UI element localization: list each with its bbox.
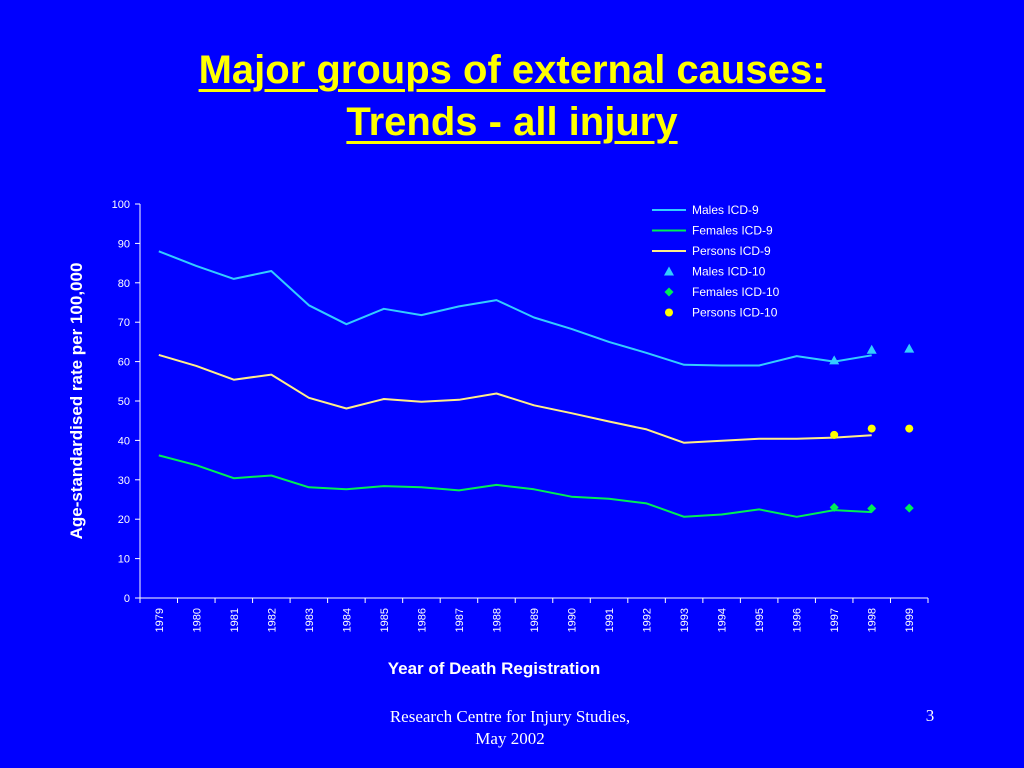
legend-swatch bbox=[664, 287, 674, 297]
legend-label: Males ICD-10 bbox=[692, 265, 766, 279]
data-point-females-icd-10 bbox=[829, 502, 839, 512]
legend-swatch bbox=[665, 308, 673, 317]
x-tick-label: 1986 bbox=[416, 608, 428, 632]
data-point-males-icd-10 bbox=[904, 343, 915, 353]
y-tick-label: 0 bbox=[124, 593, 130, 605]
y-tick-label: 40 bbox=[118, 435, 130, 447]
legend-swatch bbox=[664, 266, 674, 276]
legend-label: Persons ICD-10 bbox=[692, 306, 778, 320]
y-tick-label: 20 bbox=[118, 514, 130, 526]
x-tick-label: 1997 bbox=[829, 608, 841, 632]
x-tick-label: 1998 bbox=[867, 608, 879, 632]
y-axis-title: Age-standardised rate per 100,000 bbox=[67, 263, 86, 540]
x-tick-label: 1989 bbox=[529, 608, 541, 632]
series-line-males-icd-9 bbox=[158, 250, 872, 367]
x-tick-label: 1990 bbox=[567, 608, 579, 632]
series-line-persons-icd-9 bbox=[158, 353, 872, 444]
series-line-females-icd-9 bbox=[158, 454, 872, 518]
y-tick-label: 60 bbox=[118, 357, 130, 369]
data-point-persons-icd-10 bbox=[830, 430, 839, 439]
x-tick-label: 1980 bbox=[191, 608, 203, 632]
x-tick-label: 1993 bbox=[679, 608, 691, 632]
y-tick-label: 80 bbox=[118, 278, 130, 290]
footer-line-1: Research Centre for Injury Studies, bbox=[389, 707, 631, 726]
title-line-2: Trends - all injury bbox=[346, 100, 678, 144]
x-tick-label: 1992 bbox=[642, 608, 654, 632]
x-tick-label: 1983 bbox=[304, 608, 316, 632]
x-tick-label: 1981 bbox=[229, 608, 241, 632]
x-tick-label: 1987 bbox=[454, 608, 466, 632]
data-point-males-icd-10 bbox=[866, 344, 877, 354]
legend-label: Females ICD-10 bbox=[692, 285, 780, 299]
x-tick-label: 1988 bbox=[491, 608, 503, 632]
data-point-females-icd-10 bbox=[904, 503, 914, 513]
x-tick-label: 1991 bbox=[604, 608, 616, 632]
y-tick-label: 100 bbox=[112, 199, 130, 211]
y-tick-label: 30 bbox=[118, 475, 130, 487]
x-tick-label: 1995 bbox=[754, 608, 766, 632]
footer-line-2: May 2002 bbox=[475, 729, 545, 748]
x-axis-title: Year of Death Registration bbox=[388, 659, 601, 678]
x-tick-label: 1985 bbox=[379, 608, 391, 632]
x-tick-label: 1979 bbox=[154, 608, 166, 632]
x-tick-label: 1982 bbox=[266, 608, 278, 632]
title-line-1: Major groups of external causes: bbox=[198, 48, 826, 92]
page-number: 3 bbox=[925, 706, 935, 725]
x-tick-label: 1984 bbox=[341, 608, 353, 632]
legend-label: Females ICD-9 bbox=[692, 224, 773, 238]
data-point-females-icd-10 bbox=[867, 504, 877, 514]
y-tick-label: 90 bbox=[118, 238, 130, 250]
x-tick-label: 1996 bbox=[792, 608, 804, 632]
legend-label: Males ICD-9 bbox=[692, 203, 759, 217]
data-point-persons-icd-10 bbox=[905, 424, 914, 433]
y-tick-label: 10 bbox=[118, 554, 130, 566]
data-point-males-icd-10 bbox=[829, 355, 840, 365]
y-tick-label: 70 bbox=[118, 317, 130, 329]
x-tick-label: 1999 bbox=[904, 608, 916, 632]
data-point-persons-icd-10 bbox=[867, 424, 876, 433]
y-tick-label: 50 bbox=[118, 396, 130, 408]
x-tick-label: 1994 bbox=[717, 608, 729, 632]
footer-source: Research Centre for Injury Studies, May … bbox=[330, 706, 690, 750]
legend-label: Persons ICD-9 bbox=[692, 244, 771, 258]
slide-title: Major groups of external causes: Trends … bbox=[0, 44, 1024, 148]
